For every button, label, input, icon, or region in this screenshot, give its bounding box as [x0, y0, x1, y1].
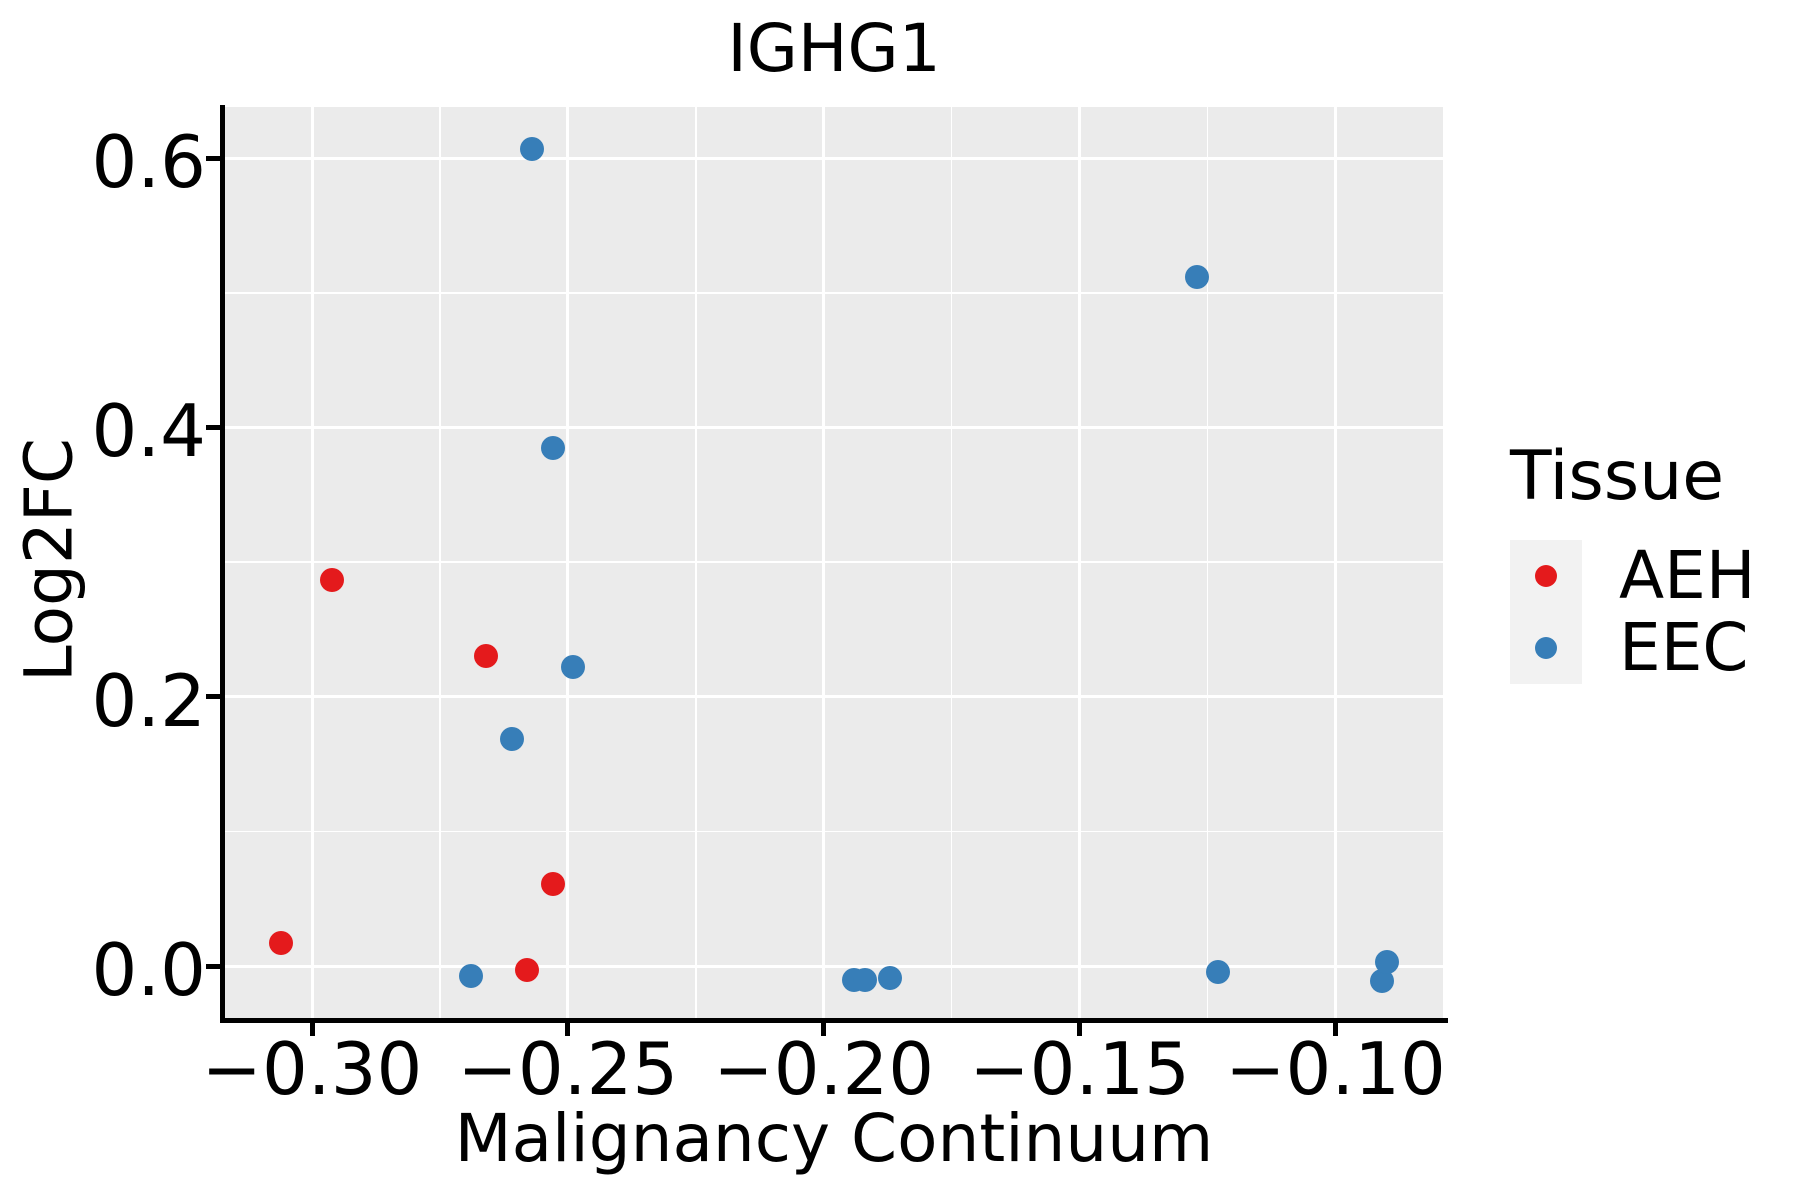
data-point-aeh [320, 567, 345, 592]
x-major-gridline [1334, 107, 1338, 1020]
eec-dot-icon [1535, 637, 1557, 660]
x-tick-mark [309, 1023, 315, 1036]
y-axis-line [220, 105, 225, 1023]
legend-label-eec: EEC [1619, 609, 1749, 687]
data-point-aeh [474, 644, 498, 669]
x-minor-gridline [695, 107, 697, 1020]
x-minor-gridline [439, 107, 441, 1020]
x-tick-label: −0.15 [969, 1027, 1190, 1111]
x-minor-gridline [950, 107, 953, 1020]
x-axis-label: Malignancy Continuum [454, 1100, 1214, 1177]
legend: Tissue AEH EEC [1510, 437, 1756, 687]
y-tick-mark [206, 424, 220, 430]
data-point-eec [499, 726, 524, 751]
aeh-dot-icon [1535, 565, 1557, 588]
legend-item-aeh: AEH [1510, 537, 1756, 615]
data-point-eec [1185, 264, 1210, 289]
y-minor-gridline [225, 561, 1443, 563]
x-tick-mark [1333, 1023, 1339, 1036]
chart-title: IGHG1 [727, 10, 941, 87]
legend-label-aeh: AEH [1619, 537, 1756, 615]
data-point-eec [878, 966, 903, 991]
data-point-eec [1374, 950, 1399, 975]
data-point-aeh [540, 871, 565, 896]
legend-title: Tissue [1510, 437, 1725, 516]
y-tick-mark [206, 155, 220, 161]
y-tick-label: 0.0 [91, 928, 206, 1013]
y-major-gridline [225, 425, 1443, 429]
y-major-gridline [225, 964, 1443, 968]
y-tick-label: 0.6 [91, 120, 206, 205]
legend-key-eec [1510, 612, 1582, 685]
x-minor-gridline [1206, 107, 1209, 1020]
y-minor-gridline [225, 292, 1443, 294]
y-minor-gridline [225, 830, 1443, 833]
x-tick-mark [565, 1023, 571, 1036]
data-point-aeh [514, 958, 539, 983]
x-tick-label: −0.10 [1225, 1027, 1446, 1111]
data-point-aeh [269, 931, 294, 956]
x-tick-label: −0.20 [713, 1027, 935, 1111]
y-axis-label: Log2FC [10, 438, 88, 682]
x-major-gridline [822, 107, 826, 1020]
x-tick-mark [1077, 1023, 1083, 1036]
data-point-eec [1205, 959, 1230, 984]
y-tick-mark [206, 963, 220, 969]
y-tick-mark [206, 694, 220, 700]
y-major-gridline [225, 695, 1443, 699]
y-major-gridline [225, 156, 1443, 160]
plot-panel [225, 107, 1443, 1020]
data-point-eec [540, 435, 565, 460]
x-axis-line [220, 1018, 1448, 1023]
data-point-eec [458, 963, 483, 988]
data-point-eec [520, 136, 545, 161]
x-major-gridline [310, 107, 314, 1020]
legend-item-eec: EEC [1510, 609, 1755, 687]
data-point-eec [852, 967, 877, 992]
x-tick-label: −0.25 [457, 1027, 679, 1111]
legend-items: AEH EEC [1510, 537, 1756, 687]
y-tick-label: 0.4 [91, 389, 206, 474]
x-tick-label: −0.30 [201, 1027, 423, 1111]
x-major-gridline [1078, 107, 1082, 1020]
x-major-gridline [566, 107, 570, 1020]
y-tick-label: 0.2 [91, 658, 206, 743]
data-point-eec [561, 655, 585, 680]
x-tick-mark [821, 1023, 827, 1036]
legend-key-aeh [1510, 540, 1582, 613]
